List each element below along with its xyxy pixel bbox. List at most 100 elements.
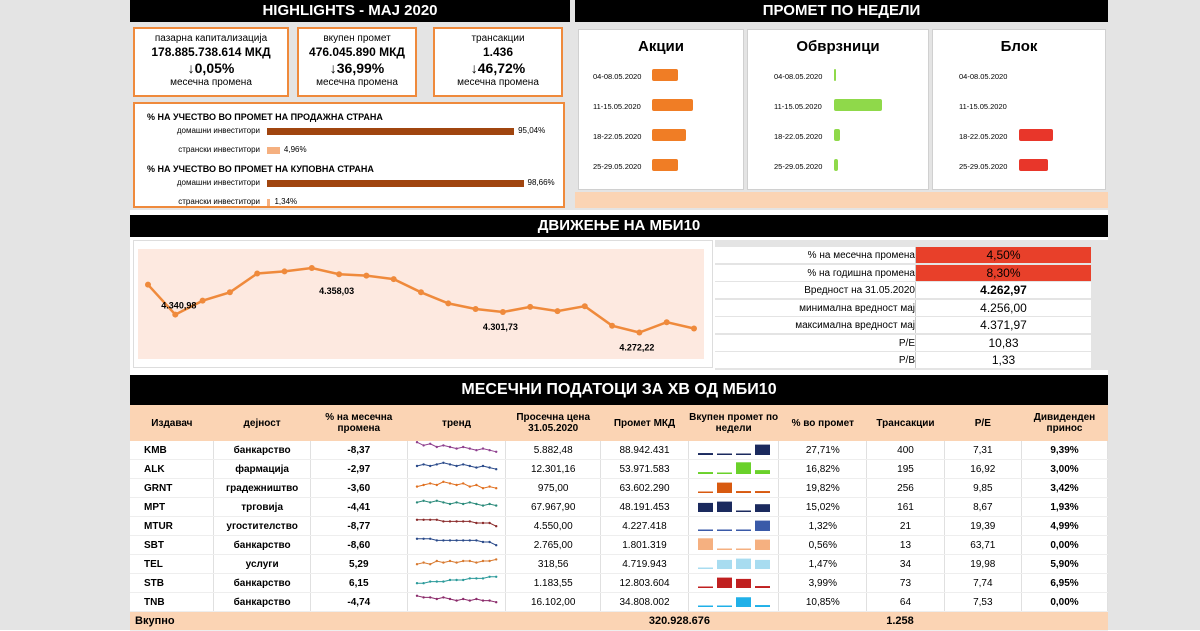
table-row[interactable]: STB банкарство 6,15 1.183,55 12.803.604 3,99%… xyxy=(130,573,1109,593)
mbi-point xyxy=(609,322,616,329)
sparkline-dot xyxy=(421,483,425,487)
weekly-panel-title: Обврзници xyxy=(796,38,880,55)
data-cell: -4,41 xyxy=(310,497,408,517)
sparkline-dot xyxy=(487,502,491,506)
sparkline-dot xyxy=(428,596,431,599)
sparkline-dot xyxy=(468,520,471,523)
weekly-turnover-cell xyxy=(688,459,780,479)
mbi-point xyxy=(390,276,397,283)
data-cell: угостителство xyxy=(213,516,311,536)
table-row[interactable]: TEL услуги 5,29 318,56 4.719.943 1,47% 34 19,98… xyxy=(130,554,1109,574)
sparkline-dot xyxy=(435,463,438,466)
mini-bar xyxy=(697,472,713,474)
week-label: 11-15.05.2020 xyxy=(959,102,1007,111)
data-cell: -8,77 xyxy=(310,516,408,536)
data-cell: 48.191.453 xyxy=(600,497,690,517)
participation-value: 4,96% xyxy=(283,145,307,154)
stat-label: максимална вредност мај xyxy=(715,317,915,333)
ticker-cell: GRNT xyxy=(130,478,215,498)
stat-label: % на годишна промена xyxy=(715,264,915,281)
mini-bar xyxy=(697,538,713,550)
table-row[interactable]: TNB банкарство -4,74 16.102,00 34.808.002 10,… xyxy=(130,592,1109,612)
data-cell: 5.882,48 xyxy=(505,441,601,460)
week-label: 25-29.05.2020 xyxy=(593,162,642,171)
weekly-turnover-cell xyxy=(688,573,780,593)
table-row[interactable]: KMB банкарство -8,37 5.882,48 88.942.431 27,7… xyxy=(130,441,1109,460)
stat-row: минимална вредност мај 4.256,00 xyxy=(715,299,1105,317)
stat-row: P/B 1,33 xyxy=(715,352,1105,369)
sparkline-dot xyxy=(415,518,418,521)
sparkline-dot xyxy=(428,537,431,540)
data-cell: 4.550,00 xyxy=(505,516,601,536)
sparkline xyxy=(415,537,497,547)
data-cell: 34 xyxy=(866,554,945,574)
ticker-cell: TNB xyxy=(130,592,215,612)
data-cell: 3,00% xyxy=(1021,459,1109,479)
weekly-bar xyxy=(652,99,693,111)
sparkline-dot xyxy=(487,559,491,563)
trend-cell xyxy=(407,459,507,479)
sparkline-dot xyxy=(448,539,451,542)
sparkline-dot xyxy=(428,580,431,583)
sparkline-dot xyxy=(481,464,484,468)
kpi-sub: месечна промена xyxy=(316,77,398,88)
column-header: P/E xyxy=(944,405,1022,441)
weekly-turnover-cell xyxy=(688,441,780,460)
sparkline-dot xyxy=(421,518,425,521)
mini-bar xyxy=(735,453,751,455)
sparkline-dot xyxy=(421,499,425,502)
data-cell: 19,82% xyxy=(778,478,868,498)
ticker-cell: MPT xyxy=(130,497,215,517)
sparkline-dot xyxy=(454,483,458,487)
sparkline-dot xyxy=(487,599,491,602)
sparkline-dot xyxy=(494,525,497,528)
sparkline-dot xyxy=(468,577,471,580)
data-cell: 0,00% xyxy=(1021,535,1109,555)
weekly-turnover-cell xyxy=(688,516,780,536)
sparkline-dot xyxy=(487,449,491,452)
sparkline-dot xyxy=(468,485,471,488)
chart-plot-bg xyxy=(138,249,704,359)
table-row[interactable]: SBT банкарство -8,60 2.765,00 1.801.319 0,56%… xyxy=(130,535,1109,555)
kpi-value: 178.885.738.614 МКД xyxy=(151,45,271,59)
sparkline-dot xyxy=(421,561,425,564)
mini-bar xyxy=(754,586,770,588)
investor-label: странски инвеститори xyxy=(178,197,260,206)
data-cell: 3,42% xyxy=(1021,478,1109,498)
table-row[interactable]: MTUR угостителство -8,77 4.550,00 4.227.418 1… xyxy=(130,516,1109,536)
weekly-mini-bars xyxy=(697,558,770,569)
weekly-bar xyxy=(1019,129,1053,141)
stat-row: P/E 10,83 xyxy=(715,334,1105,352)
kpi-card: пазарна капитализација 178.885.738.614 МК… xyxy=(133,27,289,97)
data-cell: 12.803.604 xyxy=(600,573,690,593)
data-cell: 8,67 xyxy=(944,497,1022,517)
data-cell: 63.602.290 xyxy=(600,478,690,498)
weekly-mini-bars xyxy=(697,520,770,531)
weekly-panel: Акции 04-08.05.2020 11-15.05.2020 18-22.05.… xyxy=(578,29,744,190)
sparkline-dot xyxy=(481,447,484,450)
sparkline-dot xyxy=(435,597,438,601)
sparkline-dot xyxy=(428,501,431,504)
sparkline xyxy=(415,558,497,566)
sparkline-dot xyxy=(468,559,471,563)
sparkline-dot xyxy=(494,544,497,547)
weekly-panel-title: Акции xyxy=(637,38,684,55)
table-row[interactable]: ALK фармација -2,97 12.301,16 53.971.583 16,8… xyxy=(130,459,1109,479)
weekly-panel: Обврзници 04-08.05.2020 11-15.05.2020 18-22… xyxy=(747,29,929,190)
mini-bar xyxy=(716,453,732,455)
sparkline-dot xyxy=(481,521,484,525)
data-cell: 12.301,16 xyxy=(505,459,601,479)
weekly-bar xyxy=(652,69,679,81)
column-header: дејност xyxy=(213,405,311,441)
week-label: 25-29.05.2020 xyxy=(959,162,1008,171)
sparkline xyxy=(415,441,497,453)
week-label: 04-08.05.2020 xyxy=(959,72,1008,81)
table-row[interactable]: MPT трговија -4,41 67.967,90 48.191.453 15,02… xyxy=(130,497,1109,517)
weekly-footer-strip xyxy=(575,192,1108,208)
sparkline-dot xyxy=(415,485,418,488)
sparkline-dot xyxy=(421,444,425,447)
sparkline-dot xyxy=(448,463,451,466)
trend-cell xyxy=(407,573,507,593)
data-cell: трговија xyxy=(213,497,311,517)
table-row[interactable]: GRNT градежништво -3,60 975,00 63.602.290 19,… xyxy=(130,478,1109,498)
